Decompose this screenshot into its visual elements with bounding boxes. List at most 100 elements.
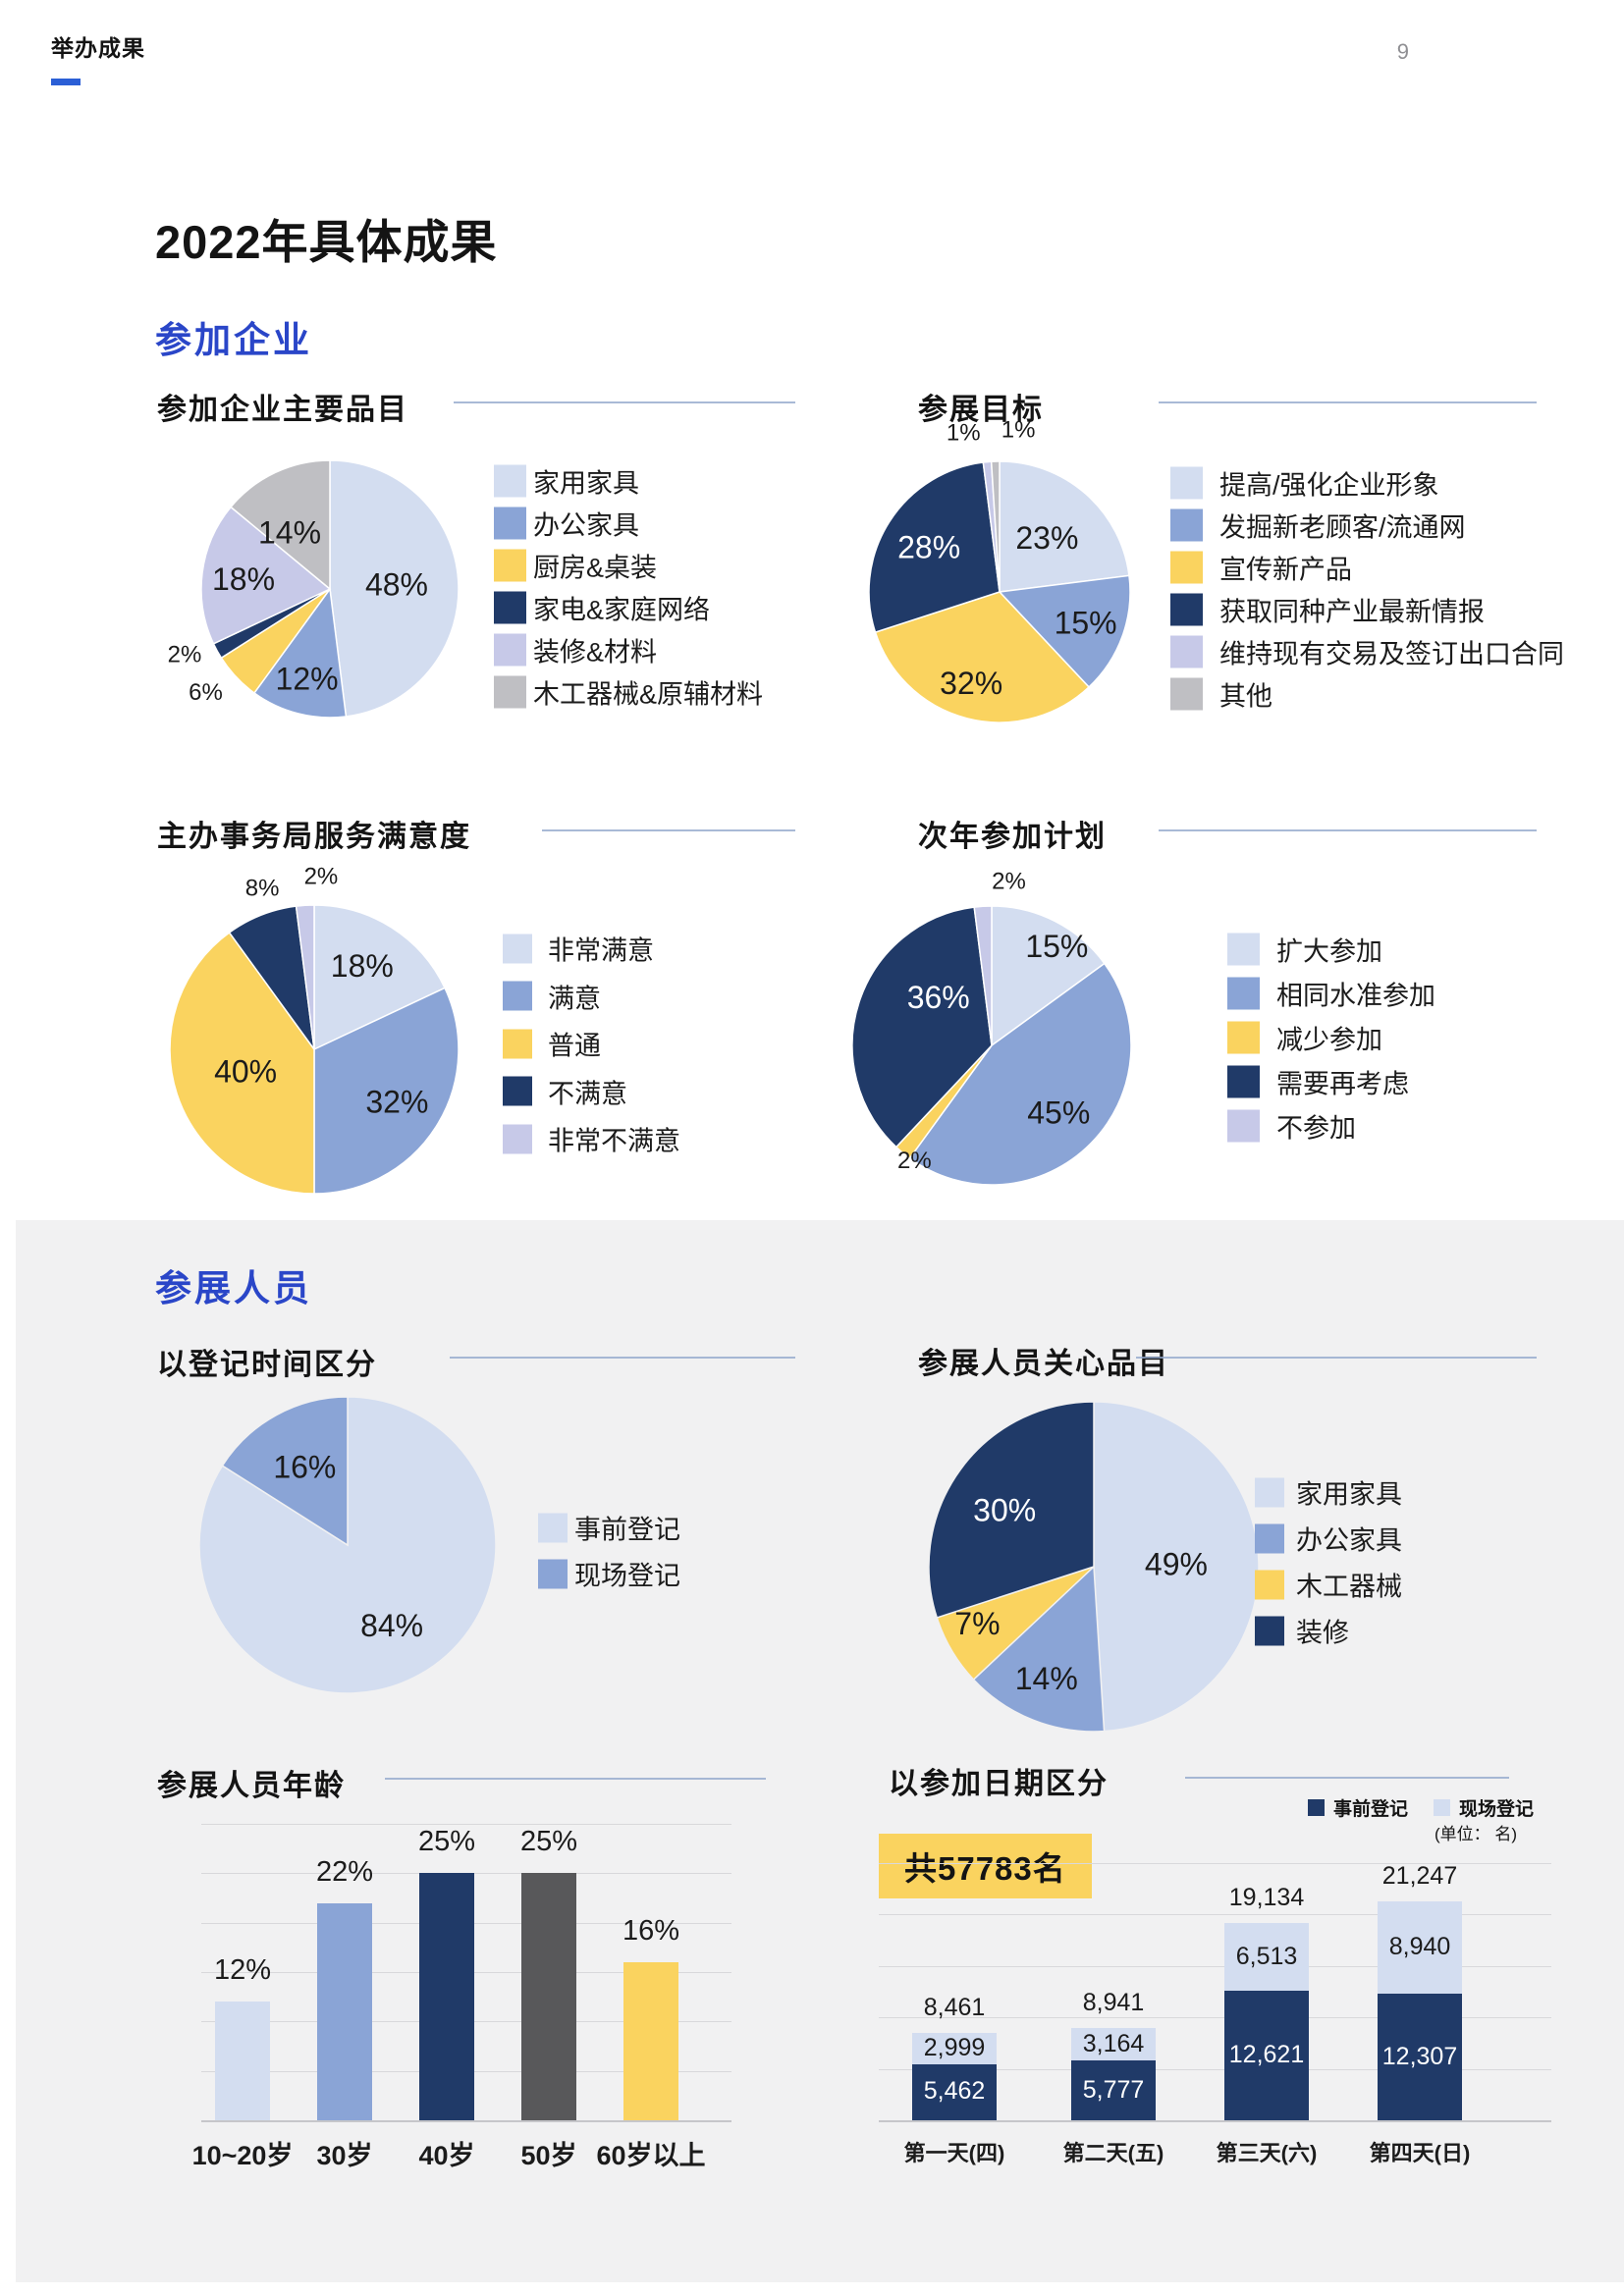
pie-nextyear-slice-0: [991, 905, 1106, 1047]
section-exhibitors: 参加企业: [155, 320, 312, 360]
legend-label: 装修: [1296, 1618, 1349, 1648]
rule-satisfaction: [542, 829, 795, 831]
legend-swatch-yellow: [1170, 551, 1203, 584]
legend-swatch-lavender: [1170, 635, 1203, 668]
bar-age-value-4: 16%: [622, 1914, 680, 1947]
bar-age-bar-4: [623, 1961, 678, 2120]
pie-goals-slice-0: [999, 460, 1130, 593]
pie-satisfaction-legend-item: 不满意: [503, 1072, 627, 1110]
legend-label: 扩大参加: [1276, 936, 1382, 967]
header-accent-dash: [51, 79, 81, 85]
bar-days-onsite-3: [1378, 1901, 1462, 1995]
chart-title-items: 参加企业主要品目: [157, 394, 408, 426]
legend-swatch-medium: [1255, 1523, 1284, 1553]
bar-days-total-3: 21,247: [1381, 1862, 1458, 1891]
pie-goals-legend-item: 宣传新产品: [1170, 549, 1352, 587]
rule-age: [385, 1778, 766, 1780]
bar-age-category-3: 50岁: [520, 2141, 577, 2170]
legend-swatch-light: [1227, 933, 1260, 966]
pie-items-pct-label: 14%: [258, 514, 321, 550]
pie-goals-pct-label: 32%: [940, 666, 1002, 701]
pie-goals-legend-item: 提高/强化企业形象: [1170, 464, 1439, 503]
chart-title-days: 以参加日期区分: [889, 1768, 1109, 1800]
pie-nextyear-pct-label: 36%: [907, 980, 970, 1015]
legend-label: 相同水准参加: [1276, 981, 1435, 1011]
pie-satisfaction-slice-1: [313, 987, 460, 1195]
legend-swatch-lavender: [494, 633, 526, 667]
legend-label: 发掘新老顾客/流通网: [1219, 512, 1466, 543]
bar-days-total-0: 8,461: [923, 1994, 986, 2022]
pie-nextyear-pct-label: 2%: [992, 868, 1026, 894]
legend-label: 满意: [548, 984, 601, 1013]
legend-label: 办公家具: [533, 510, 639, 541]
pie-goals-slice-5: [990, 460, 1001, 593]
bar-age-category-2: 40岁: [418, 2141, 475, 2170]
page-title: 2022年具体成果: [155, 216, 498, 268]
legend-swatch-light: [1255, 1477, 1284, 1507]
bar-age-value-2: 25%: [417, 1826, 476, 1858]
pie-items-slice-2: [220, 588, 331, 695]
pie-satisfaction-slice-4: [295, 904, 315, 1050]
bar-days-category-2: 第三天(六): [1216, 2141, 1318, 2165]
legend-swatch-light: [494, 464, 526, 498]
pie-nextyear-legend-item: 相同水准参加: [1227, 975, 1435, 1013]
pie-interest-legend-item: 办公家具: [1255, 1520, 1402, 1558]
page-header-label: 举办成果: [51, 35, 145, 61]
rule-nextyear: [1159, 829, 1537, 831]
legend-label: 非常满意: [548, 935, 654, 966]
legend-swatch-navy: [494, 591, 526, 624]
pie-goals-legend-item: 获取同种产业最新情报: [1170, 591, 1485, 629]
pie-satisfaction-legend-item: 普通: [503, 1025, 601, 1063]
pie-nextyear-slice-4: [973, 905, 993, 1046]
stacked-legend: 事前登记 现场登记: [1308, 1794, 1534, 1821]
bar-days-gridline-25000: [879, 1863, 1551, 1864]
unit-note: (单位： 名): [1434, 1825, 1517, 1843]
legend-label: 家用家具: [533, 468, 639, 499]
bar-days-category-1: 第二天(五): [1062, 2141, 1164, 2165]
legend-swatch-medium: [503, 981, 532, 1011]
legend-swatch-medium: [1170, 508, 1203, 542]
rule-goals: [1159, 401, 1537, 403]
pie-items-slice-0: [329, 459, 460, 718]
legend-swatch-lavender: [1227, 1109, 1260, 1143]
legend-swatch-presale: [1308, 1799, 1325, 1816]
bar-age-value-0: 12%: [213, 1954, 272, 1987]
pie-items-slice-3: [212, 588, 331, 660]
page-number: 9: [1396, 39, 1409, 64]
chart-title-registration: 以登记时间区分: [157, 1349, 377, 1381]
legend-label: 不满意: [548, 1079, 627, 1108]
pie-items-legend-item: 家用家具: [494, 462, 639, 501]
pie-nextyear-pct-label: 45%: [1027, 1095, 1090, 1130]
pie-goals-slice-1: [998, 574, 1131, 689]
legend-swatch-light: [538, 1513, 568, 1542]
legend-label-presale: 事前登记: [1333, 1799, 1409, 1820]
legend-swatch-onsite: [1434, 1799, 1451, 1816]
legend-label: 宣传新产品: [1219, 555, 1352, 585]
legend-label: 获取同种产业最新情报: [1219, 597, 1485, 627]
bar-age-bar-3: [521, 1873, 576, 2120]
legend-label: 维持现有交易及签订出口合同: [1219, 639, 1564, 669]
pie-goals-slice-4: [982, 460, 1001, 593]
pie-nextyear-slice-3: [851, 906, 993, 1148]
legend-swatch-gray: [494, 675, 526, 709]
rule-items: [454, 401, 795, 403]
pie-items-legend-item: 家电&家庭网络: [494, 589, 710, 627]
pie-interest-legend-item: 装修: [1255, 1612, 1349, 1650]
legend-swatch-yellow: [494, 549, 526, 582]
pie-nextyear-legend-item: 需要再考虑: [1227, 1063, 1409, 1101]
chart-title-age: 参展人员年龄: [157, 1770, 346, 1802]
pie-items-pct-label: 2%: [168, 641, 202, 667]
bar-days-presale-3: [1378, 1994, 1462, 2120]
pie-nextyear-legend-item: 减少参加: [1227, 1019, 1382, 1057]
section-visitors: 参展人员: [155, 1268, 312, 1308]
pie-items-pct-label: 12%: [276, 661, 339, 696]
bar-age-gridline-0: [201, 2120, 731, 2122]
pie-interest-legend-item: 家用家具: [1255, 1473, 1402, 1512]
bar-age-bar-2: [419, 1873, 474, 2120]
legend-label: 家用家具: [1296, 1479, 1402, 1510]
legend-swatch-lavender: [503, 1124, 532, 1153]
pie-registration-legend-item: 事前登记: [538, 1509, 680, 1547]
bar-days-onsite-2: [1224, 1923, 1309, 1991]
legend-swatch-gray: [1170, 677, 1203, 711]
bar-days-presale-value-2: 12,621: [1228, 2040, 1305, 2068]
